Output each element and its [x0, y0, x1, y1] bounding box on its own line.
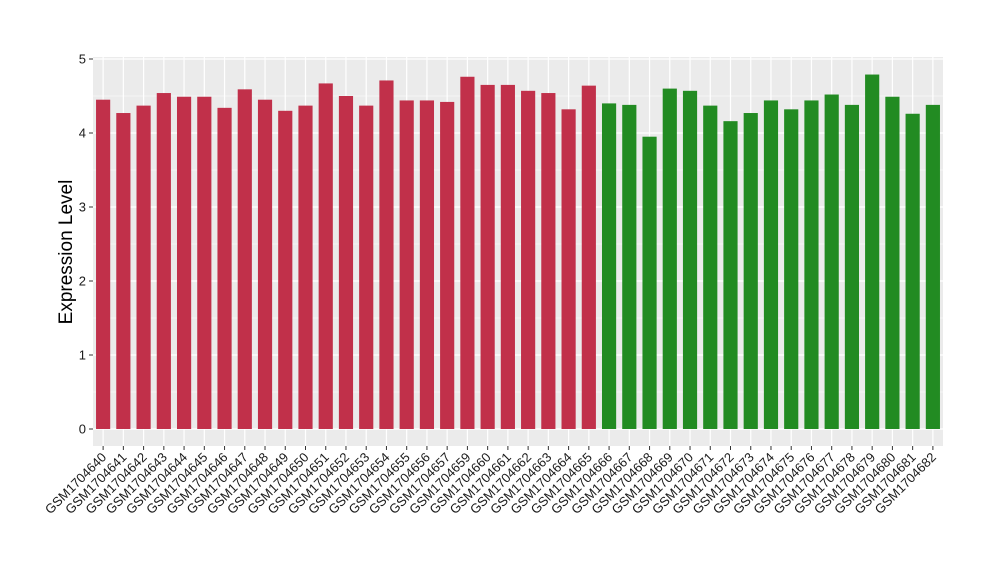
- bar-GSM1704670: [682, 90, 698, 429]
- bar-GSM1704668: [642, 136, 657, 429]
- bar-GSM1704662: [521, 90, 536, 429]
- bar-GSM1704665: [581, 85, 596, 429]
- bar-GSM1704656: [419, 100, 435, 429]
- bar-GSM1704677: [824, 94, 839, 430]
- bar-GSM1704675: [784, 109, 799, 429]
- bar-GSM1704643: [156, 93, 171, 429]
- bar-GSM1704679: [865, 74, 880, 429]
- bar-GSM1704654: [379, 80, 394, 430]
- bar-GSM1704641: [116, 113, 131, 430]
- bar-GSM1704657: [440, 101, 455, 430]
- bar-GSM1704660: [480, 84, 495, 430]
- y-tick-label: 4: [79, 126, 86, 141]
- bars: [96, 74, 940, 430]
- bar-GSM1704650: [298, 105, 313, 430]
- y-tick-label: 2: [79, 274, 86, 289]
- bar-GSM1704682: [925, 104, 940, 429]
- bar-GSM1704664: [561, 109, 576, 429]
- bar-GSM1704652: [338, 96, 354, 429]
- bar-GSM1704642: [136, 105, 151, 430]
- bar-GSM1704676: [804, 100, 819, 429]
- bar-GSM1704667: [622, 104, 637, 429]
- bar-GSM1704653: [359, 105, 374, 430]
- bar-GSM1704674: [763, 100, 779, 429]
- bar-GSM1704645: [197, 96, 212, 430]
- bar-GSM1704640: [96, 99, 111, 429]
- bar-GSM1704646: [217, 107, 232, 429]
- bar-GSM1704647: [237, 89, 252, 429]
- bar-GSM1704678: [844, 104, 860, 429]
- bar-GSM1704669: [662, 88, 677, 429]
- bar-GSM1704680: [885, 96, 900, 430]
- x-axis: GSM1704640GSM1704641GSM1704642GSM1704643…: [42, 446, 939, 517]
- y-axis-title: Expression Level: [56, 180, 77, 325]
- bar-GSM1704649: [278, 110, 293, 430]
- bar-GSM1704659: [460, 76, 475, 429]
- bar-GSM1704666: [601, 103, 617, 430]
- y-tick-label: 0: [79, 422, 86, 437]
- y-tick-label: 3: [79, 200, 86, 215]
- plot-panel: [93, 57, 943, 446]
- bar-GSM1704681: [905, 113, 920, 429]
- y-tick-label: 5: [79, 52, 86, 67]
- bar-GSM1704648: [257, 99, 273, 429]
- bar-GSM1704671: [703, 105, 718, 430]
- y-axis: 0 1 2 3 4 5: [79, 52, 93, 437]
- bar-GSM1704672: [723, 121, 738, 429]
- bar-GSM1704663: [541, 93, 556, 429]
- y-tick-label: 1: [79, 348, 86, 363]
- bar-GSM1704673: [743, 113, 758, 430]
- bar-GSM1704651: [318, 83, 333, 430]
- bar-GSM1704655: [399, 100, 414, 429]
- bar-GSM1704644: [176, 96, 192, 430]
- bar-GSM1704661: [500, 84, 515, 430]
